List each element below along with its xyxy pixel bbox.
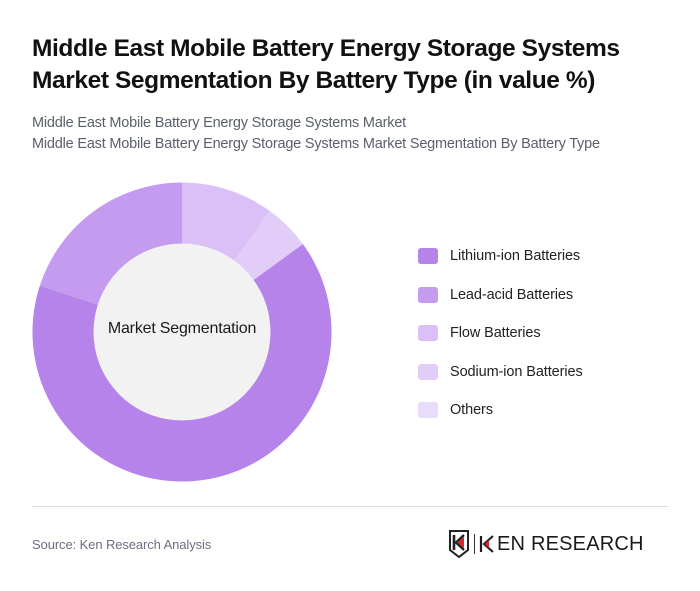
legend-swatch: [418, 402, 438, 418]
donut-slices: [32, 182, 332, 482]
logo-separator: [474, 534, 475, 554]
legend-swatch: [418, 248, 438, 264]
logo-text: EN RESEARCH: [497, 533, 644, 555]
legend-item-flow[interactable]: Flow Batteries: [418, 323, 583, 343]
legend-swatch: [418, 286, 438, 303]
donut-slice-lead-acid-batteries[interactable]: [39, 182, 183, 305]
legend-label: Sodium-ion Batteries: [450, 363, 583, 380]
chart-title: Middle East Mobile Battery Energy Storag…: [32, 35, 620, 94]
donut-slice-sodium-ion-batteries[interactable]: [233, 211, 303, 281]
donut-center-label: Market Segmentation: [107, 320, 257, 337]
legend-label: Lithium-ion Batteries: [450, 248, 581, 264]
legend-swatch: [418, 363, 438, 380]
legend-item-sodium-ion[interactable]: Sodium-ion Batteries: [418, 362, 583, 382]
donut-hole: [93, 243, 271, 421]
ken-research-shield-icon: [449, 530, 469, 558]
legend-label: Others: [450, 402, 493, 418]
legend-label: Lead-acid Batteries: [450, 286, 574, 303]
ken-k-letter-icon: [479, 535, 494, 553]
legend-swatch: [418, 325, 438, 341]
legend-item-lead-acid[interactable]: Lead-acid Batteries: [418, 285, 583, 305]
legend-item-lithium-ion[interactable]: Lithium-ion Batteries: [418, 246, 583, 266]
donut-slice-lithium-ion-batteries[interactable]: [32, 244, 332, 482]
ken-research-logo: EN RESEARCH: [448, 530, 644, 558]
legend-label: Flow Batteries: [450, 325, 541, 341]
source-note: Source: Ken Research Analysis: [32, 537, 212, 552]
donut-slice-flow-batteries[interactable]: [182, 182, 270, 261]
subtitle-line-1: Middle East Mobile Battery Energy Storag…: [32, 115, 407, 131]
footer-divider: [32, 506, 668, 507]
legend-item-others[interactable]: Others: [418, 400, 583, 420]
chart-legend: Lithium-ion Batteries Lead-acid Batterie…: [418, 246, 583, 439]
chart-subtitle: Middle East Mobile Battery Energy Storag…: [32, 113, 692, 155]
subtitle-line-2: Middle East Mobile Battery Energy Storag…: [32, 136, 600, 152]
